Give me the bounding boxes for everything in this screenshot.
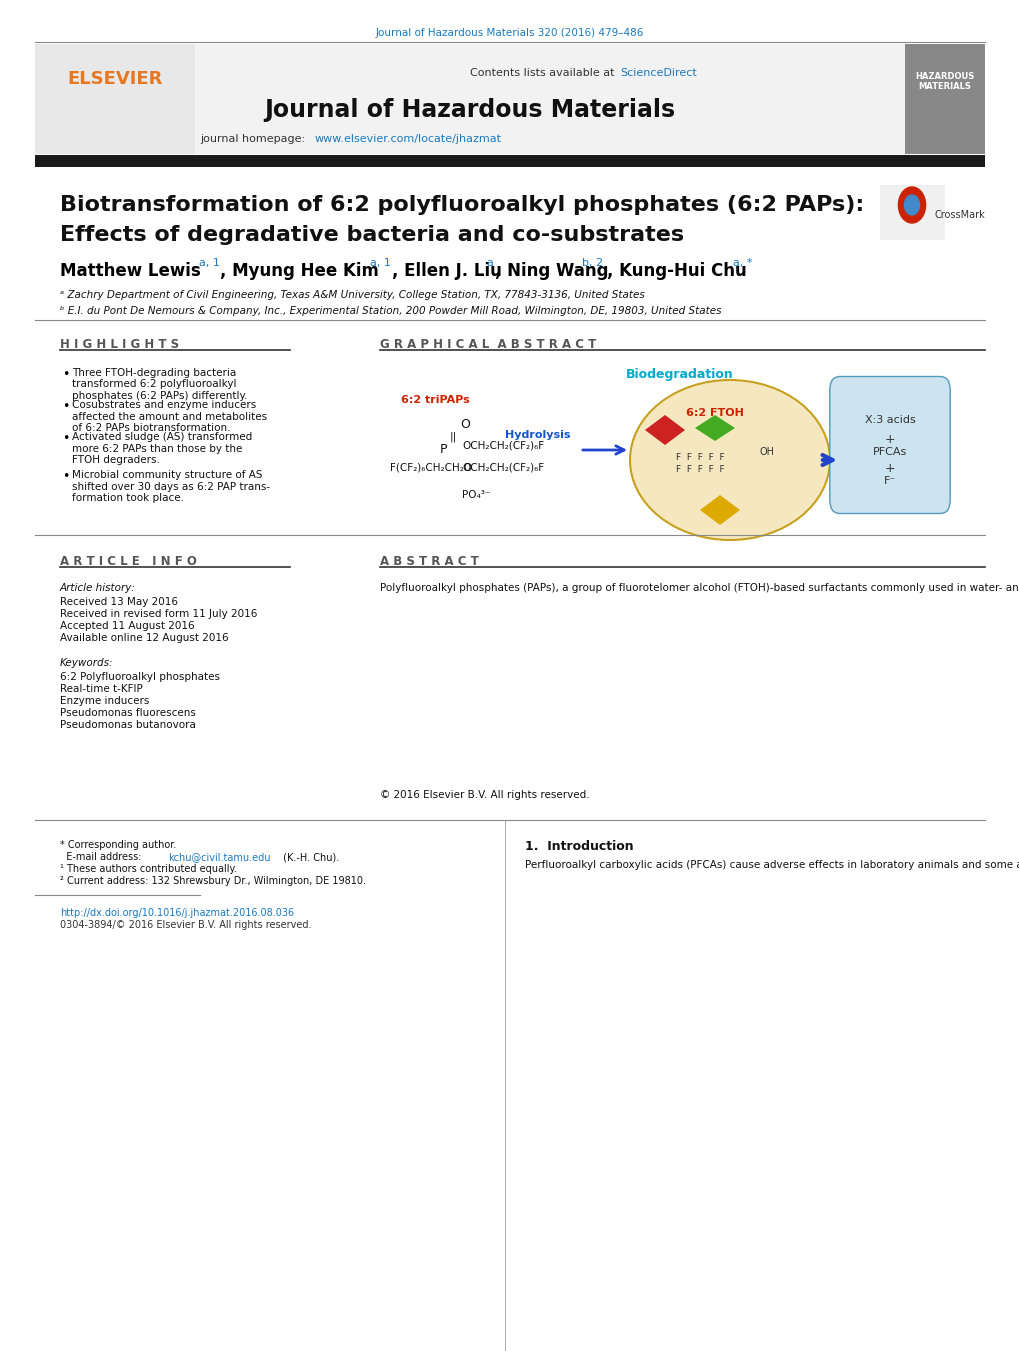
Text: ² Current address: 132 Shrewsbury Dr., Wilmington, DE 19810.: ² Current address: 132 Shrewsbury Dr., W… xyxy=(60,875,366,886)
Text: Journal of Hazardous Materials 320 (2016) 479–486: Journal of Hazardous Materials 320 (2016… xyxy=(375,28,644,38)
Text: ScienceDirect: ScienceDirect xyxy=(620,68,696,78)
Text: FTOH degraders.: FTOH degraders. xyxy=(72,455,160,465)
Text: Effects of degradative bacteria and co-substrates: Effects of degradative bacteria and co-s… xyxy=(60,226,684,245)
Text: Enzyme inducers: Enzyme inducers xyxy=(60,696,149,707)
Text: F(CF₂)₆CH₂CH₂O: F(CF₂)₆CH₂CH₂O xyxy=(389,462,472,471)
Text: © 2016 Elsevier B.V. All rights reserved.: © 2016 Elsevier B.V. All rights reserved… xyxy=(380,790,589,800)
FancyArrowPatch shape xyxy=(582,446,624,454)
Text: 6:2 Polyfluoroalkyl phosphates: 6:2 Polyfluoroalkyl phosphates xyxy=(60,671,220,682)
FancyBboxPatch shape xyxy=(35,45,195,154)
Text: CrossMark: CrossMark xyxy=(934,209,984,220)
Text: OCH₂CH₂(CF₂)₆F: OCH₂CH₂(CF₂)₆F xyxy=(462,440,543,450)
Text: G R A P H I C A L  A B S T R A C T: G R A P H I C A L A B S T R A C T xyxy=(380,338,596,351)
Text: Biotransformation of 6:2 polyfluoroalkyl phosphates (6:2 PAPs):: Biotransformation of 6:2 polyfluoroalkyl… xyxy=(60,195,863,215)
Text: Accepted 11 August 2016: Accepted 11 August 2016 xyxy=(60,621,195,631)
Polygon shape xyxy=(644,415,685,444)
FancyBboxPatch shape xyxy=(35,155,984,168)
Text: +: + xyxy=(883,462,895,476)
Text: Article history:: Article history: xyxy=(60,584,136,593)
Text: a, *: a, * xyxy=(733,258,752,267)
Text: transformed 6:2 polyfluoroalkyl: transformed 6:2 polyfluoroalkyl xyxy=(72,380,236,389)
Text: 6:2 triPAPs: 6:2 triPAPs xyxy=(400,394,469,405)
Text: 6:2 FTOH: 6:2 FTOH xyxy=(686,408,743,417)
Text: Cosubstrates and enzyme inducers: Cosubstrates and enzyme inducers xyxy=(72,400,256,409)
Text: (K.-H. Chu).: (K.-H. Chu). xyxy=(280,852,339,862)
Text: http://dx.doi.org/10.1016/j.jhazmat.2016.08.036: http://dx.doi.org/10.1016/j.jhazmat.2016… xyxy=(60,908,293,917)
Text: E-mail address:: E-mail address: xyxy=(60,852,145,862)
Text: F  F  F  F  F: F F F F F xyxy=(675,465,723,474)
FancyBboxPatch shape xyxy=(904,45,984,154)
FancyBboxPatch shape xyxy=(829,377,950,513)
Text: Pseudomonas fluorescens: Pseudomonas fluorescens xyxy=(60,708,196,717)
Text: www.elsevier.com/locate/jhazmat: www.elsevier.com/locate/jhazmat xyxy=(315,134,501,145)
Text: •: • xyxy=(62,470,69,484)
Text: Microbial community structure of AS: Microbial community structure of AS xyxy=(72,470,262,480)
Text: Received 13 May 2016: Received 13 May 2016 xyxy=(60,597,178,607)
Text: a, 1: a, 1 xyxy=(370,258,390,267)
Text: journal homepage:: journal homepage: xyxy=(200,134,309,145)
Text: , Ellen J. Liu: , Ellen J. Liu xyxy=(391,262,501,280)
Text: OH: OH xyxy=(759,447,774,457)
Text: A R T I C L E   I N F O: A R T I C L E I N F O xyxy=(60,555,197,567)
Text: Received in revised form 11 July 2016: Received in revised form 11 July 2016 xyxy=(60,609,257,619)
Text: PFCAs: PFCAs xyxy=(872,447,906,457)
Text: PO₄³⁻: PO₄³⁻ xyxy=(462,490,490,500)
Text: , Myung Hee Kim: , Myung Hee Kim xyxy=(220,262,378,280)
Text: Three FTOH-degrading bacteria: Three FTOH-degrading bacteria xyxy=(72,367,236,378)
Text: Real-time t-KFIP: Real-time t-KFIP xyxy=(60,684,143,694)
Text: Matthew Lewis: Matthew Lewis xyxy=(60,262,201,280)
Text: , Ning Wang: , Ning Wang xyxy=(494,262,608,280)
Polygon shape xyxy=(699,494,739,526)
Text: H I G H L I G H T S: H I G H L I G H T S xyxy=(60,338,179,351)
Text: F⁻: F⁻ xyxy=(883,476,896,486)
Text: 1.  Introduction: 1. Introduction xyxy=(525,840,633,852)
FancyBboxPatch shape xyxy=(879,185,944,240)
Text: kchu@civil.tamu.edu: kchu@civil.tamu.edu xyxy=(168,852,270,862)
Text: P: P xyxy=(439,443,447,457)
Text: +: + xyxy=(883,434,895,446)
Text: ELSEVIER: ELSEVIER xyxy=(67,70,162,88)
Text: ¹ These authors contributed equally.: ¹ These authors contributed equally. xyxy=(60,865,236,874)
Text: phosphates (6:2 PAPs) differently.: phosphates (6:2 PAPs) differently. xyxy=(72,390,248,401)
Text: , Kung-Hui Chu: , Kung-Hui Chu xyxy=(606,262,746,280)
Text: ᵃ Zachry Department of Civil Engineering, Texas A&M University, College Station,: ᵃ Zachry Department of Civil Engineering… xyxy=(60,290,644,300)
Text: O: O xyxy=(460,417,470,431)
Text: ᵇ E.I. du Pont De Nemours & Company, Inc., Experimental Station, 200 Powder Mill: ᵇ E.I. du Pont De Nemours & Company, Inc… xyxy=(60,305,720,316)
Text: Polyfluoroalkyl phosphates (PAPs), a group of fluorotelomer alcohol (FTOH)-based: Polyfluoroalkyl phosphates (PAPs), a gro… xyxy=(380,584,1019,593)
Text: •: • xyxy=(62,400,69,413)
Text: more 6:2 PAPs than those by the: more 6:2 PAPs than those by the xyxy=(72,443,243,454)
Text: Available online 12 August 2016: Available online 12 August 2016 xyxy=(60,634,228,643)
Text: •: • xyxy=(62,432,69,444)
Text: A B S T R A C T: A B S T R A C T xyxy=(380,555,478,567)
Circle shape xyxy=(898,186,924,223)
Text: formation took place.: formation took place. xyxy=(72,493,183,503)
Text: a: a xyxy=(485,258,492,267)
Text: * Corresponding author.: * Corresponding author. xyxy=(60,840,176,850)
Text: 0304-3894/© 2016 Elsevier B.V. All rights reserved.: 0304-3894/© 2016 Elsevier B.V. All right… xyxy=(60,920,311,929)
Text: Hydrolysis: Hydrolysis xyxy=(504,430,570,440)
Text: Activated sludge (AS) transformed: Activated sludge (AS) transformed xyxy=(72,432,252,442)
Text: a, 1: a, 1 xyxy=(199,258,220,267)
Text: ||: || xyxy=(449,432,457,443)
Text: Contents lists available at: Contents lists available at xyxy=(470,68,618,78)
Text: OCH₂CH₂(CF₂)₆F: OCH₂CH₂(CF₂)₆F xyxy=(462,462,543,471)
FancyBboxPatch shape xyxy=(35,45,904,154)
Text: F  F  F  F  F: F F F F F xyxy=(675,453,723,462)
Text: Biodegradation: Biodegradation xyxy=(626,367,733,381)
Polygon shape xyxy=(694,415,735,440)
Text: b, 2: b, 2 xyxy=(582,258,602,267)
Text: Perfluoroalkyl carboxylic acids (PFCAs) cause adverse effects in laboratory anim: Perfluoroalkyl carboxylic acids (PFCAs) … xyxy=(525,861,1019,870)
Text: Journal of Hazardous Materials: Journal of Hazardous Materials xyxy=(264,99,675,122)
Text: shifted over 30 days as 6:2 PAP trans-: shifted over 30 days as 6:2 PAP trans- xyxy=(72,481,270,492)
FancyArrowPatch shape xyxy=(821,455,832,465)
Circle shape xyxy=(904,195,919,215)
Text: HAZARDOUS
MATERIALS: HAZARDOUS MATERIALS xyxy=(914,72,974,92)
Text: Pseudomonas butanovora: Pseudomonas butanovora xyxy=(60,720,196,730)
Ellipse shape xyxy=(630,380,829,540)
Text: of 6:2 PAPs biotransformation.: of 6:2 PAPs biotransformation. xyxy=(72,423,230,434)
Text: affected the amount and metabolites: affected the amount and metabolites xyxy=(72,412,267,422)
Text: X:3 acids: X:3 acids xyxy=(864,415,914,426)
Text: Keywords:: Keywords: xyxy=(60,658,113,667)
Text: •: • xyxy=(62,367,69,381)
